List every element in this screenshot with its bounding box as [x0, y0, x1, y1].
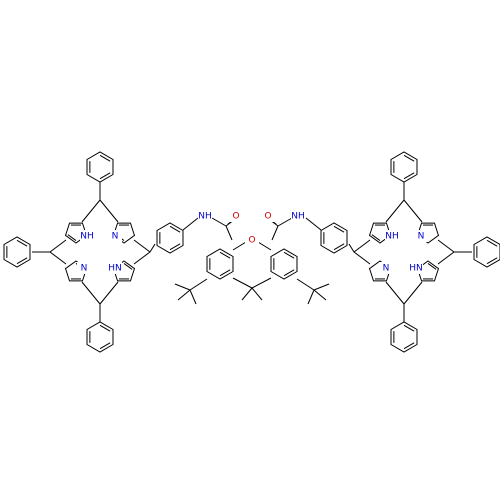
bond — [307, 289, 315, 305]
bond — [371, 234, 381, 241]
bond — [169, 243, 181, 251]
label-bg — [80, 230, 94, 242]
bond — [225, 225, 233, 241]
atom-label: N — [418, 232, 425, 242]
bond — [296, 278, 315, 291]
bond — [99, 154, 111, 162]
bond — [123, 263, 133, 270]
bond — [437, 251, 455, 265]
bond — [283, 269, 295, 277]
bond — [277, 217, 293, 227]
label-bg — [414, 230, 428, 242]
bond — [99, 342, 111, 350]
atom-label: HN — [409, 264, 423, 274]
bond — [427, 263, 437, 270]
ring — [390, 151, 418, 183]
bond — [283, 251, 295, 259]
bond — [133, 239, 151, 253]
ring — [390, 321, 418, 353]
bond — [403, 324, 415, 332]
bond — [348, 243, 355, 253]
label-bg — [108, 230, 122, 242]
atom-label: O — [232, 212, 239, 222]
bond — [182, 217, 199, 231]
bond — [385, 199, 405, 223]
bond — [403, 199, 423, 223]
atom-label: HN — [108, 264, 122, 274]
bond — [241, 287, 253, 301]
bond — [99, 199, 119, 223]
bond — [403, 172, 415, 180]
bond — [67, 234, 77, 241]
bond — [313, 289, 327, 301]
bond — [333, 243, 345, 251]
bond — [211, 217, 227, 227]
bond — [251, 287, 263, 301]
bond — [486, 257, 498, 265]
bond — [251, 277, 272, 289]
bond — [403, 154, 415, 162]
label-bg — [261, 210, 275, 222]
bond — [99, 324, 111, 332]
bond — [49, 251, 67, 265]
bond — [99, 172, 111, 180]
bond — [16, 239, 28, 247]
atom-label: N — [383, 264, 390, 274]
atom-label: N — [112, 232, 119, 242]
ring — [320, 222, 348, 254]
ring — [270, 248, 298, 280]
bond — [81, 199, 101, 223]
atom-label: NH — [198, 212, 212, 222]
label-bg — [379, 262, 393, 274]
atom-label: N — [81, 264, 88, 274]
atom-label: NH — [80, 232, 94, 242]
bond — [133, 251, 151, 265]
bond — [437, 239, 455, 253]
bond — [403, 281, 423, 305]
bond — [49, 239, 67, 253]
bond — [232, 277, 253, 289]
bond — [16, 257, 28, 265]
label-bg — [291, 210, 305, 222]
atom-label: O — [264, 212, 271, 222]
atom-label: NH — [291, 212, 305, 222]
label-bg — [77, 262, 91, 274]
bond — [313, 283, 330, 291]
bond — [174, 283, 191, 291]
ring — [473, 236, 500, 268]
ring — [156, 222, 184, 254]
bond — [257, 241, 272, 251]
ring — [206, 248, 234, 280]
bond — [189, 289, 197, 305]
bond — [385, 281, 405, 305]
label-bg — [198, 210, 212, 222]
atom-label: O — [248, 236, 255, 246]
bond — [333, 225, 345, 233]
bond — [169, 225, 181, 233]
bond — [149, 243, 156, 253]
bond — [486, 239, 498, 247]
label-bg — [245, 234, 259, 246]
label-bg — [385, 230, 399, 242]
atom-label: NH — [385, 232, 399, 242]
bond — [271, 225, 279, 241]
bond — [219, 251, 231, 259]
bond — [353, 239, 371, 253]
bond — [232, 241, 247, 251]
bond — [177, 289, 191, 301]
bond — [353, 251, 371, 265]
ring — [86, 151, 114, 183]
bond — [81, 281, 101, 305]
bond — [189, 278, 208, 291]
label-bg — [409, 262, 423, 274]
ring — [86, 321, 114, 353]
label-bg — [108, 262, 122, 274]
bond — [219, 269, 231, 277]
label-bg — [229, 210, 243, 222]
ring — [3, 236, 31, 268]
bond — [99, 281, 119, 305]
bond — [403, 342, 415, 350]
bond — [305, 217, 322, 231]
